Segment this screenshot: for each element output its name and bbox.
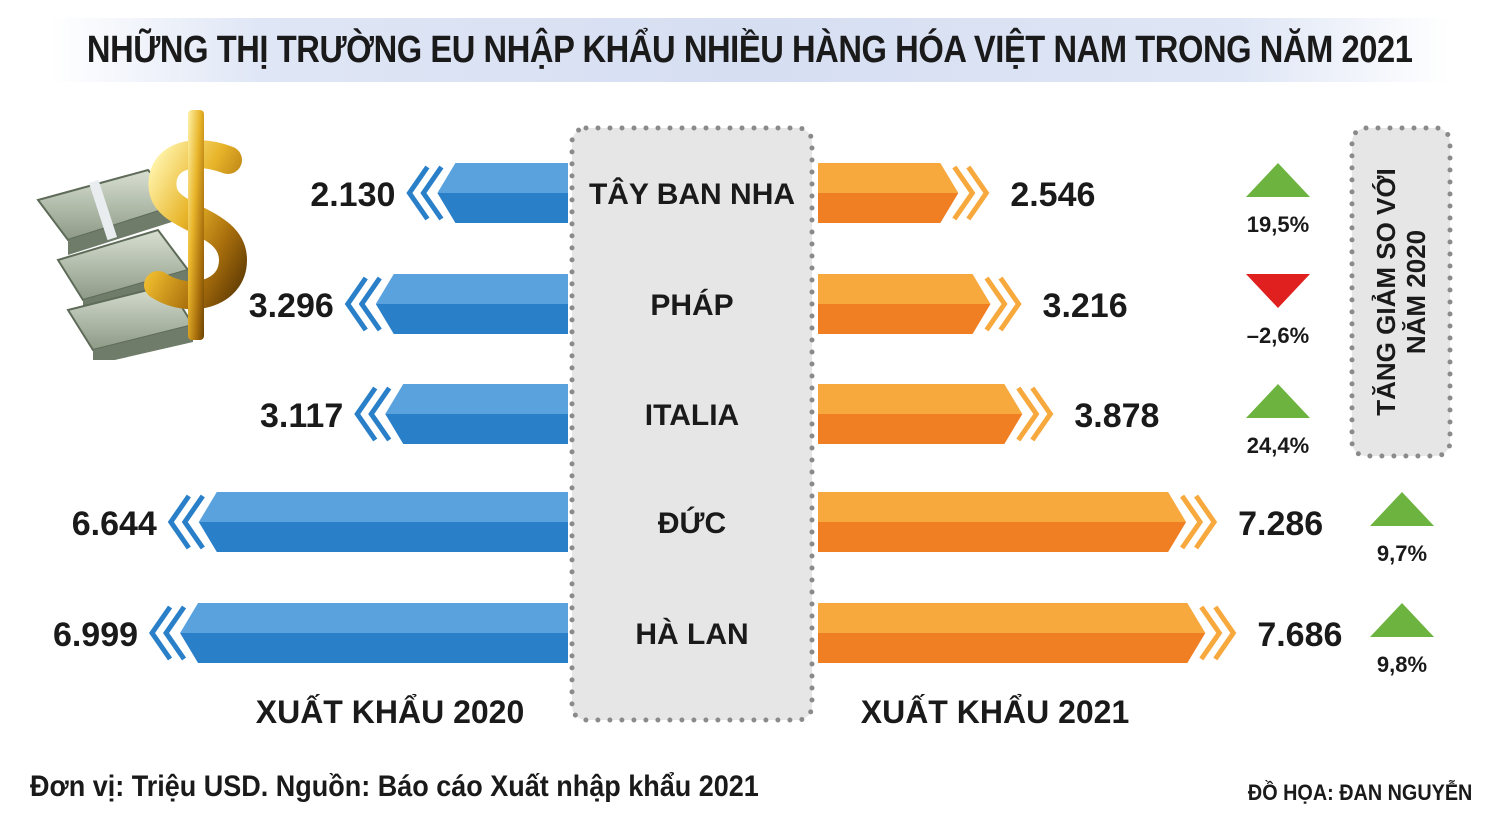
chevron-2021	[984, 276, 1008, 332]
category-label: HÀ LAN	[635, 617, 748, 651]
value-label-2021: 2.546	[1010, 176, 1095, 214]
category-label: PHÁP	[650, 288, 733, 322]
chevron-2020	[163, 605, 187, 661]
chevron-2021	[1180, 494, 1204, 550]
value-label-2020: 3.117	[260, 397, 343, 435]
value-label-2020: 2.130	[310, 176, 395, 214]
chevron-2020	[181, 494, 205, 550]
money-dollar-icon	[36, 110, 248, 360]
change-panel-label: TĂNG GIẢM SO VỚINĂM 2020	[1371, 168, 1431, 416]
chevron-2021	[1199, 605, 1223, 661]
value-label-2021: 3.878	[1074, 397, 1159, 435]
category-label: TÂY BAN NHA	[589, 177, 795, 211]
change-label: 19,5%	[1247, 212, 1309, 237]
bar-2020	[437, 163, 568, 223]
bar-2021	[818, 603, 1206, 663]
value-label-2021: 7.686	[1257, 616, 1342, 654]
chevron-2020	[344, 276, 368, 332]
change-label: 9,7%	[1377, 541, 1427, 566]
title-bar: NHỮNG THỊ TRƯỜNG EU NHẬP KHẨU NHIỀU HÀNG…	[50, 18, 1450, 82]
value-label-2021: 7.286	[1238, 505, 1323, 543]
chevron-2021	[1030, 386, 1054, 442]
down-arrow-icon	[1246, 274, 1310, 308]
chart-title: NHỮNG THỊ TRƯỜNG EU NHẬP KHẨU NHIỀU HÀNG…	[87, 28, 1413, 71]
chevron-2021	[966, 165, 990, 221]
bar-2020	[198, 492, 568, 552]
up-arrow-icon	[1246, 384, 1310, 418]
bar-2021	[818, 163, 959, 223]
chevron-2020	[358, 276, 382, 332]
bar-2020	[375, 274, 568, 334]
series-label-2020: XUẤT KHẨU 2020	[256, 694, 525, 730]
series-label-2021: XUẤT KHẨU 2021	[861, 694, 1130, 730]
value-label-2020: 6.999	[53, 616, 138, 654]
category-label: ĐỨC	[658, 506, 726, 540]
category-panel	[569, 125, 815, 723]
value-label-2020: 6.644	[72, 505, 157, 543]
change-panel	[1349, 125, 1453, 459]
up-arrow-icon	[1246, 163, 1310, 197]
chevron-2020	[167, 494, 191, 550]
chevron-2021	[998, 276, 1022, 332]
category-label: ITALIA	[645, 399, 739, 432]
change-label: 9,8%	[1377, 652, 1427, 677]
chevron-2020	[406, 165, 430, 221]
change-label: –2,6%	[1247, 323, 1309, 348]
change-label: 24,4%	[1247, 433, 1309, 458]
source-note: Đơn vị: Triệu USD. Nguồn: Báo cáo Xuất n…	[30, 770, 759, 803]
value-label-2020: 3.296	[249, 287, 334, 325]
bar-2021	[818, 384, 1023, 444]
credit-note: ĐỒ HỌA: ĐAN NGUYỄN	[1247, 780, 1472, 805]
chevron-2021	[952, 165, 976, 221]
chevron-2021	[1194, 494, 1218, 550]
chevron-2020	[368, 386, 392, 442]
up-arrow-icon	[1370, 492, 1434, 526]
bar-2020	[180, 603, 568, 663]
up-arrow-icon	[1370, 603, 1434, 637]
chevron-2020	[149, 605, 173, 661]
value-label-2021: 3.216	[1043, 287, 1128, 325]
chevron-2020	[420, 165, 444, 221]
bar-2021	[818, 274, 991, 334]
bar-2021	[818, 492, 1187, 552]
bar-2020	[385, 384, 568, 444]
chevron-2021	[1213, 605, 1237, 661]
chevron-2020	[354, 386, 378, 442]
chevron-2021	[1016, 386, 1040, 442]
